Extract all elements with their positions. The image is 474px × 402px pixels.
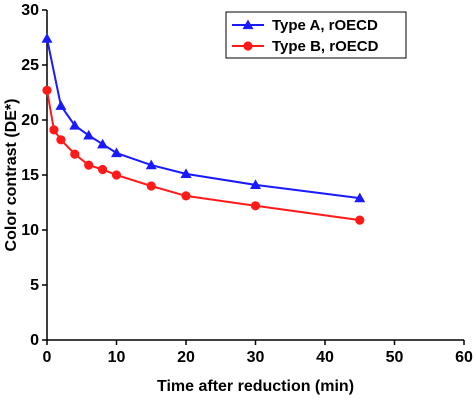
y-tick-label: 0 [30, 332, 39, 349]
data-point [42, 85, 52, 95]
x-tick-label: 60 [455, 349, 473, 366]
legend-label: Type B, rOECD [272, 38, 379, 55]
legend-label: Type A, rOECD [272, 17, 378, 34]
legend-marker [242, 19, 254, 30]
x-tick-label: 10 [108, 349, 126, 366]
data-point [146, 181, 156, 191]
data-point [41, 33, 53, 43]
data-point [83, 129, 95, 140]
legend: Type A, rOECD Type B, rOECD [225, 11, 407, 59]
data-point [111, 170, 122, 180]
data-point [180, 168, 192, 179]
y-axis-ticks: 0 5 10 15 20 25 30 [21, 2, 47, 349]
data-point [355, 215, 365, 225]
y-tick-label: 5 [30, 277, 39, 294]
data-point [84, 160, 94, 170]
series-a [41, 33, 366, 203]
data-point [181, 191, 191, 201]
series-layer [41, 33, 366, 225]
y-tick-label: 20 [21, 112, 39, 129]
series-b [42, 85, 365, 225]
y-tick-label: 15 [21, 167, 39, 184]
data-point [145, 159, 157, 170]
y-tick-label: 30 [21, 2, 39, 19]
legend-entry: Type B, rOECD [232, 38, 379, 55]
x-tick-label: 50 [386, 349, 404, 366]
data-point [250, 179, 261, 190]
x-tick-label: 20 [177, 349, 195, 366]
data-point [49, 125, 59, 135]
data-point [55, 100, 67, 110]
data-point [354, 192, 366, 203]
data-point [70, 149, 80, 159]
plot-frame [46, 10, 464, 341]
data-point [111, 147, 122, 158]
x-tick-label: 0 [43, 349, 52, 366]
data-point [56, 135, 66, 145]
y-axis-title: Color contrast (DE*) [3, 99, 20, 252]
x-tick-label: 40 [316, 349, 334, 366]
data-point [69, 120, 81, 130]
legend-marker [243, 41, 253, 51]
y-tick-label: 10 [21, 222, 39, 239]
data-point [97, 138, 109, 149]
series-line [46, 90, 360, 222]
data-point [250, 201, 261, 211]
legend-entry: Type A, rOECD [232, 17, 378, 34]
y-tick-label: 25 [21, 57, 39, 74]
data-point [98, 164, 108, 175]
series-line [46, 38, 360, 200]
x-axis-ticks: 0 10 20 30 40 50 60 [43, 340, 473, 366]
x-tick-label: 30 [247, 349, 265, 366]
x-axis-title: Time after reduction (min) [157, 378, 354, 395]
legend-box [225, 11, 407, 59]
